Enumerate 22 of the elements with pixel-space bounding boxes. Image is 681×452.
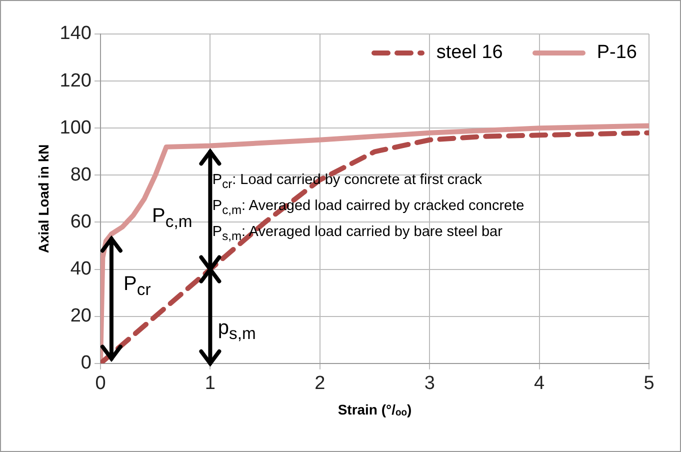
annotation: P$_{s,m}$: Averaged load carried by bare steel bar [212,224,502,244]
y-tick-label: 0 [80,352,92,374]
x-axis-title: Strain (°/ₒₒ) [338,401,412,418]
y-tick-label: 60 [70,211,92,232]
x-tick-label: 1 [204,373,216,394]
legend-label: steel 16 [436,42,503,64]
y-tick-label: 40 [70,258,92,280]
y-tick-label: 140 [60,23,92,44]
y-tick-label: 20 [70,306,92,327]
annotation: P$_{c,m}$ [152,204,192,231]
x-tick-label: 3 [424,373,435,394]
y-tick-label: 80 [70,164,92,186]
x-tick-label: 4 [534,373,546,394]
annotation: p$_{s,m}$ [218,317,256,344]
legend-label: P-16 [596,42,637,64]
y-tick-label: 100 [60,117,92,138]
annotation: P$_{cr}$ [124,272,151,299]
y-tick-label: 120 [60,70,92,92]
y-axis-title: Axial Load in kN [35,144,52,254]
x-tick-label: 2 [314,373,326,394]
x-tick-label: 5 [644,373,654,394]
x-tick-label: 0 [95,373,106,394]
